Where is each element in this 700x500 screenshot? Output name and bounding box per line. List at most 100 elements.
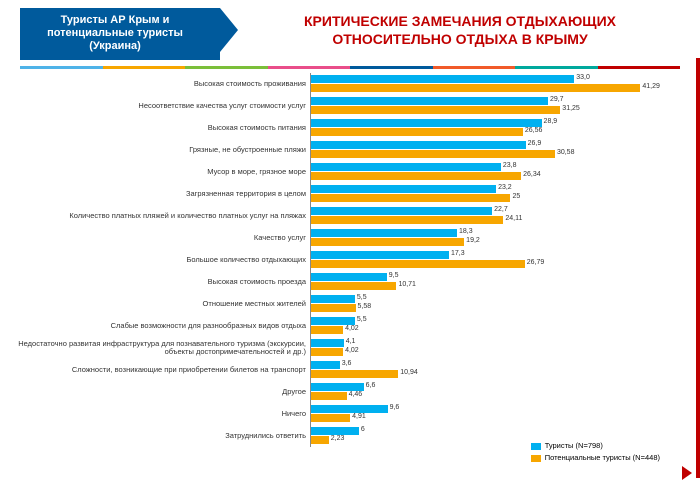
row-bars: 18,319,2: [310, 227, 670, 249]
bar-value: 9,5: [387, 272, 399, 279]
bar-series-2: 26,56: [311, 128, 523, 136]
row-label: Количество платных пляжей и количество п…: [10, 212, 310, 220]
bar-series-2: 5,58: [311, 304, 356, 312]
bar-value: 26,9: [526, 140, 542, 147]
bar-series-1: 6: [311, 427, 359, 435]
badge-line2: потенциальные туристы: [30, 27, 200, 40]
bar-value: 30,58: [555, 149, 575, 156]
chart-row: Загрязненная территория в целом23,225: [10, 183, 670, 205]
bar-series-1: 3,6: [311, 361, 340, 369]
row-bars: 3,6 10,94: [310, 359, 670, 381]
bar-value: 9,6: [388, 404, 400, 411]
row-bars: 23,826,34: [310, 161, 670, 183]
chart-row: Высокая стоимость проживания33,041,29: [10, 73, 670, 95]
side-accent: [696, 58, 700, 478]
bar-value: 4,02: [343, 347, 359, 354]
bar-value: 41,29: [640, 83, 660, 90]
bar-series-1: 23,2: [311, 185, 496, 193]
bar-series-2: 30,58: [311, 150, 555, 158]
row-bars: 22,724,11: [310, 205, 670, 227]
row-label: Качество услуг: [10, 234, 310, 242]
bar-series-1: 29,7: [311, 97, 548, 105]
bar-series-1: 4,1: [311, 339, 344, 347]
bar-value: 6: [359, 426, 365, 433]
row-bars: 28,926,56: [310, 117, 670, 139]
row-bars: 5,55,58: [310, 293, 670, 315]
legend-label-1: Туристы (N=798): [545, 440, 603, 452]
audience-badge: Туристы АР Крым и потенциальные туристы …: [20, 8, 220, 60]
legend-swatch-1: [531, 443, 541, 450]
bar-value: 5,5: [355, 316, 367, 323]
chart-row: Отношение местных жителей5,55,58: [10, 293, 670, 315]
bar-value: 23,2: [496, 184, 512, 191]
row-label: Затруднились ответить: [10, 432, 310, 440]
chart-row: Качество услуг18,319,2: [10, 227, 670, 249]
bar-value: 2,23: [329, 435, 345, 442]
bar-series-1: 28,9: [311, 119, 542, 127]
bar-value: 23,8: [501, 162, 517, 169]
chart-row: Большое количество отдыхающих17,326,79: [10, 249, 670, 271]
bar-series-1: 26,9: [311, 141, 526, 149]
bar-value: 3,6: [340, 360, 352, 367]
bar-series-1: 9,5: [311, 273, 387, 281]
bar-series-2: 24,11: [311, 216, 503, 224]
bar-value: 10,71: [396, 281, 416, 288]
chart-row: Мусор в море, грязное море23,826,34: [10, 161, 670, 183]
row-bars: 26,930,58: [310, 139, 670, 161]
chart-row: Несоответствие качества услуг стоимости …: [10, 95, 670, 117]
row-bars: 9,5 10,71: [310, 271, 670, 293]
bar-series-2: 26,79: [311, 260, 525, 268]
bar-series-2: 25: [311, 194, 510, 202]
page-title: КРИТИЧЕСКИЕ ЗАМЕЧАНИЯ ОТДЫХАЮЩИХ ОТНОСИТ…: [220, 8, 680, 48]
badge-line1: Туристы АР Крым и: [30, 14, 200, 27]
row-bars: 23,225: [310, 183, 670, 205]
legend-item-2: Потенциальные туристы (N=448): [531, 452, 660, 464]
row-label: Высокая стоимость проживания: [10, 80, 310, 88]
bar-value: 24,11: [503, 215, 522, 222]
chart-row: Количество платных пляжей и количество п…: [10, 205, 670, 227]
bar-value: 26,79: [525, 259, 545, 266]
row-bars: 17,326,79: [310, 249, 670, 271]
row-label: Другое: [10, 388, 310, 396]
bar-value: 5,58: [356, 303, 372, 310]
row-bars: 9,6 4,91: [310, 403, 670, 425]
bar-series-2: 26,34: [311, 172, 521, 180]
bar-series-2: 41,29: [311, 84, 640, 92]
chart-row: Другое6,64,46: [10, 381, 670, 403]
bar-value: 4,02: [343, 325, 359, 332]
row-bars: 4,14,02: [310, 337, 670, 359]
next-arrow-icon[interactable]: [682, 466, 692, 480]
row-label: Отношение местных жителей: [10, 300, 310, 308]
row-label: Несоответствие качества услуг стоимости …: [10, 102, 310, 110]
row-label: Загрязненная территория в целом: [10, 190, 310, 198]
bar-series-2: 4,46: [311, 392, 347, 400]
bar-series-1: 5,5: [311, 317, 355, 325]
row-label: Мусор в море, грязное море: [10, 168, 310, 176]
bar-value: 28,9: [542, 118, 558, 125]
bar-value: 18,3: [457, 228, 473, 235]
bar-value: 4,46: [347, 391, 363, 398]
bar-value: 5,5: [355, 294, 367, 301]
bar-series-2: 4,02: [311, 326, 343, 334]
bar-series-1: 17,3: [311, 251, 449, 259]
row-label: Высокая стоимость проезда: [10, 278, 310, 286]
row-label: Сложности, возникающие при приобретении …: [10, 366, 310, 374]
chart-row: Высокая стоимость проезда9,510,71: [10, 271, 670, 293]
row-label: Большое количество отдыхающих: [10, 256, 310, 264]
bar-value: 10,94: [398, 369, 418, 376]
bar-series-1: 5,5: [311, 295, 355, 303]
bar-series-2: 2,23: [311, 436, 329, 444]
legend-swatch-2: [531, 455, 541, 462]
row-bars: 5,54,02: [310, 315, 670, 337]
row-label: Высокая стоимость питания: [10, 124, 310, 132]
bar-value: 25: [510, 193, 520, 200]
bar-series-1: 23,8: [311, 163, 501, 171]
bar-series-2: 4,02: [311, 348, 343, 356]
bar-value: 33,0: [574, 74, 590, 81]
bar-value: 26,56: [523, 127, 543, 134]
badge-line3: (Украина): [30, 40, 200, 53]
legend-label-2: Потенциальные туристы (N=448): [545, 452, 660, 464]
bar-value: 4,91: [350, 413, 366, 420]
row-bars: 6,64,46: [310, 381, 670, 403]
bar-series-1: 33,0: [311, 75, 574, 83]
